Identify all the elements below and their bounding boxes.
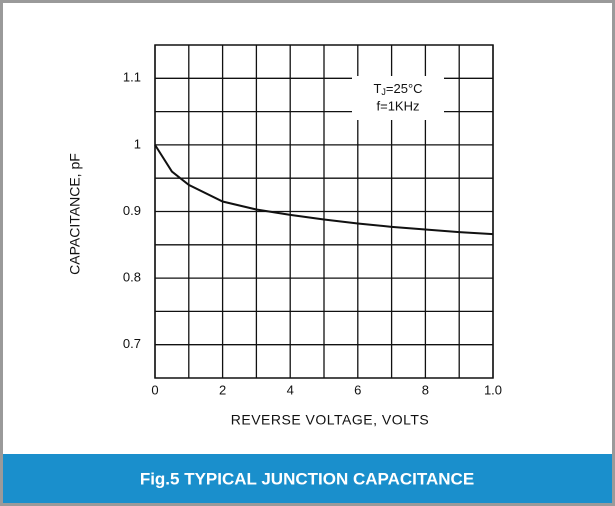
y-tick-label: 1.1	[123, 70, 141, 85]
y-tick-label: 0.7	[123, 336, 141, 351]
x-tick-label: 6	[354, 382, 361, 397]
x-tick-label: 1.0	[484, 382, 502, 397]
y-tick-label: 1	[134, 136, 141, 151]
annotation: TJ=25°C	[373, 81, 422, 97]
x-tick-label: 2	[219, 382, 226, 397]
annotation-box	[352, 76, 444, 120]
x-tick-label: 8	[422, 382, 429, 397]
annotation-part: T	[373, 81, 381, 96]
line	[154, 144, 494, 236]
y-axis-label: CAPACITANCE, pF	[67, 153, 83, 275]
annotation: f=1KHz	[377, 98, 420, 113]
x-axis-label: REVERSE VOLTAGE, VOLTS	[231, 412, 430, 428]
y-tick-label: 0.8	[123, 270, 141, 285]
caption: Fig.5 TYPICAL JUNCTION CAPACITANCE	[140, 469, 474, 488]
caption-bar	[3, 454, 612, 503]
y-tick-label: 0.9	[123, 203, 141, 218]
annotation-part: =25°C	[386, 81, 423, 96]
x-tick-label: 0	[151, 382, 158, 397]
x-tick-label: 4	[287, 382, 294, 397]
annotation-part: J	[381, 87, 386, 97]
